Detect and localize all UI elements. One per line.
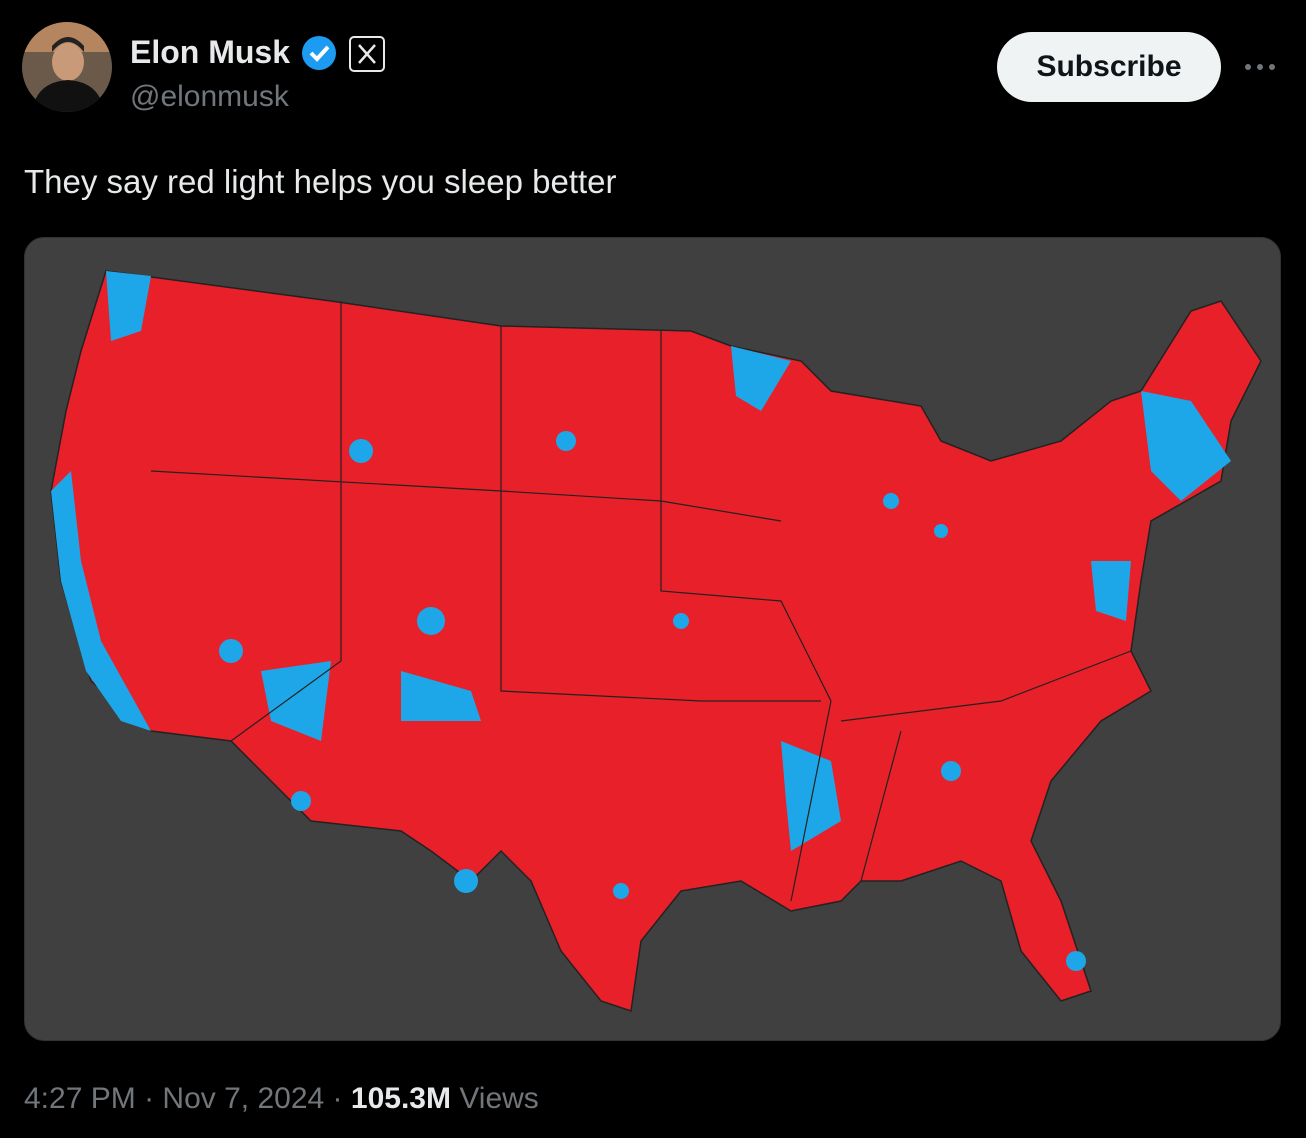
verified-badge (302, 36, 336, 70)
separator: · (144, 1082, 155, 1115)
separator: · (332, 1082, 343, 1115)
tweet-text: They say red light helps you sleep bette… (24, 163, 617, 200)
views-count: 105.3M (350, 1082, 451, 1115)
tweet-date[interactable]: Nov 7, 2024 (162, 1082, 325, 1115)
subscribe-button[interactable]: Subscribe (997, 32, 1221, 102)
more-button[interactable] (1240, 55, 1280, 79)
affiliate-badge (349, 36, 385, 72)
tweet-image[interactable] (24, 237, 1281, 1041)
tweet-footer: 4:27 PM · Nov 7, 2024 · 105.3M Views (24, 1082, 539, 1116)
author-name[interactable]: Elon Musk (130, 34, 291, 70)
avatar[interactable] (22, 22, 112, 112)
tweet-time[interactable]: 4:27 PM (24, 1082, 136, 1115)
map (50, 270, 1262, 1012)
views-label: Views (459, 1082, 539, 1115)
author-handle[interactable]: @elonmusk (130, 80, 289, 113)
